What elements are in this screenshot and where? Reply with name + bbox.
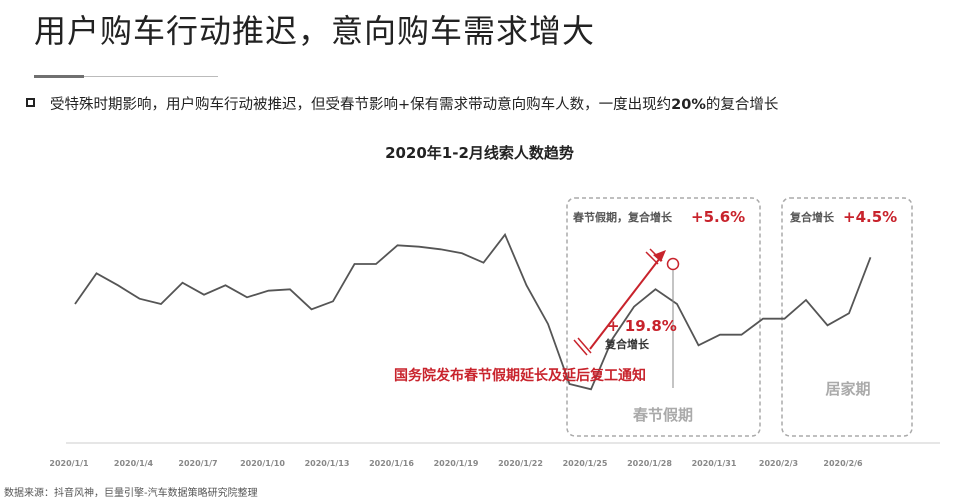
surge-arrow-line <box>589 257 661 350</box>
trend-series-line <box>74 232 872 391</box>
x-tick-label: 2020/1/16 <box>369 459 414 468</box>
x-tick-labels: 2020/1/1 2020/1/4 2020/1/7 2020/1/10 2020/1/… <box>49 459 863 468</box>
x-tick-label: 2020/1/4 <box>114 459 154 468</box>
bullet-text: 受特殊时期影响，用户购车行动被推迟，但受春节影响+保有需求带动意向购车人数，一度… <box>50 93 778 114</box>
title-underline-accent <box>34 75 84 78</box>
x-tick-label: 2020/1/31 <box>692 459 737 468</box>
spring-box-label: 春节假期，复合增长 <box>573 210 673 224</box>
spring-growth-value: +5.6% <box>691 208 745 226</box>
break-mark-icon <box>645 251 659 265</box>
x-tick-label: 2020/2/6 <box>823 459 863 468</box>
bullet-square-icon <box>26 98 35 107</box>
bullet-text-before: 受特殊时期影响，用户购车行动被推迟，但受春节影响+保有需求带动意向购车人数，一度… <box>50 97 672 113</box>
notice-text: 国务院发布春节假期延长及延后复工通知 <box>394 367 646 384</box>
home-period-box <box>781 197 913 437</box>
chart-title: 2020年1-2月线索人数趋势 <box>385 144 574 162</box>
x-tick-label: 2020/2/3 <box>759 459 798 468</box>
home-period-label: 居家期 <box>825 380 870 398</box>
peak-marker <box>666 257 680 271</box>
x-tick-label: 2020/1/7 <box>178 459 217 468</box>
surge-growth-label: 复合增长 <box>604 337 650 351</box>
bullet-text-after: 的复合增长 <box>705 97 779 113</box>
surge-growth-value: + 19.8% <box>607 317 677 335</box>
x-tick-label: 2020/1/22 <box>498 459 543 468</box>
bullet-highlight: 20% <box>671 97 706 113</box>
home-box-label: 复合增长 <box>789 210 835 224</box>
title-underline <box>84 76 218 77</box>
x-tick-label: 2020/1/13 <box>305 459 350 468</box>
break-mark-icon <box>573 339 588 356</box>
break-mark-icon <box>649 248 663 262</box>
surge-arrow-head <box>653 250 666 262</box>
data-source-note: 数据来源：抖音风神，巨量引擎-汽车数据策略研究院整理 <box>4 488 258 499</box>
break-mark-icon <box>577 337 592 354</box>
page-title: 用户购车行动推迟，意向购车需求增大 <box>34 12 596 50</box>
x-tick-label: 2020/1/28 <box>627 459 672 468</box>
x-tick-label: 2020/1/19 <box>434 459 479 468</box>
spring-period-label: 春节假期 <box>633 406 693 424</box>
x-tick-label: 2020/1/10 <box>240 459 285 468</box>
x-tick-label: 2020/1/25 <box>563 459 608 468</box>
home-growth-value: +4.5% <box>843 208 897 226</box>
x-tick-label: 2020/1/1 <box>49 459 89 468</box>
spring-festival-box <box>566 197 761 437</box>
